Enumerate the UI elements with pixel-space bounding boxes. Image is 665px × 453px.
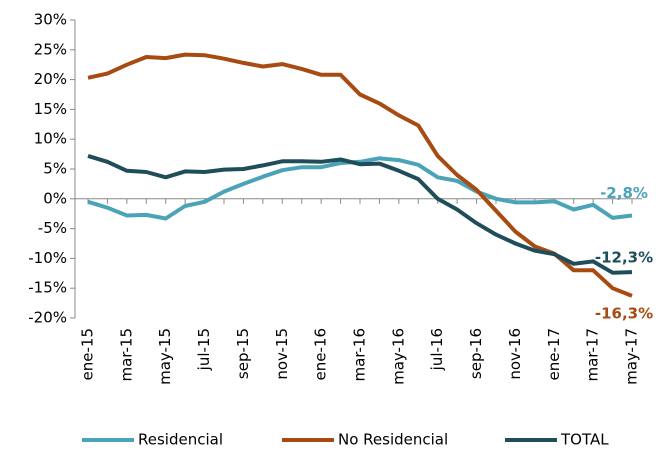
x-tick-label: ene-17 [545,328,563,380]
series-line [87,156,633,221]
x-tick-label: ene-15 [79,328,97,380]
x-tick-label: jul-16 [428,328,446,371]
x-tick-label: mar-16 [351,328,369,382]
legend-label: Residencial [138,431,223,449]
y-tick-label: 15% [34,100,67,118]
series-line [87,52,633,298]
data-label: -16,3% [595,304,653,322]
data-label: -12,3% [595,249,653,267]
x-tick-label: mar-17 [584,328,602,382]
y-tick-label: -15% [28,279,67,297]
y-tick-label: 25% [34,40,67,58]
legend-label: TOTAL [560,431,609,449]
y-tick-label: 10% [34,130,67,148]
x-tick-label: may-17 [623,328,641,385]
x-tick-label: nov-16 [506,328,524,380]
data-label: -2,8% [600,184,648,202]
x-tick-label: sep-15 [234,328,252,379]
y-tick-label: -10% [28,249,67,267]
series-line [87,153,633,275]
x-tick-label: sep-16 [467,328,485,379]
y-tick-label: 20% [34,70,67,88]
y-tick-label: -5% [38,219,67,237]
legend-label: No Residencial [338,431,448,449]
x-tick-label: nov-15 [273,328,291,380]
x-tick-label: mar-15 [117,328,135,382]
x-tick-label: ene-16 [312,328,330,380]
x-tick-label: may-15 [156,328,174,385]
x-tick-label: jul-15 [195,328,213,371]
y-tick-label: 5% [43,160,67,178]
y-tick-label: 30% [34,11,67,29]
x-tick-label: may-16 [389,328,407,385]
y-tick-label: -20% [28,309,67,327]
y-tick-label: 0% [43,189,67,207]
